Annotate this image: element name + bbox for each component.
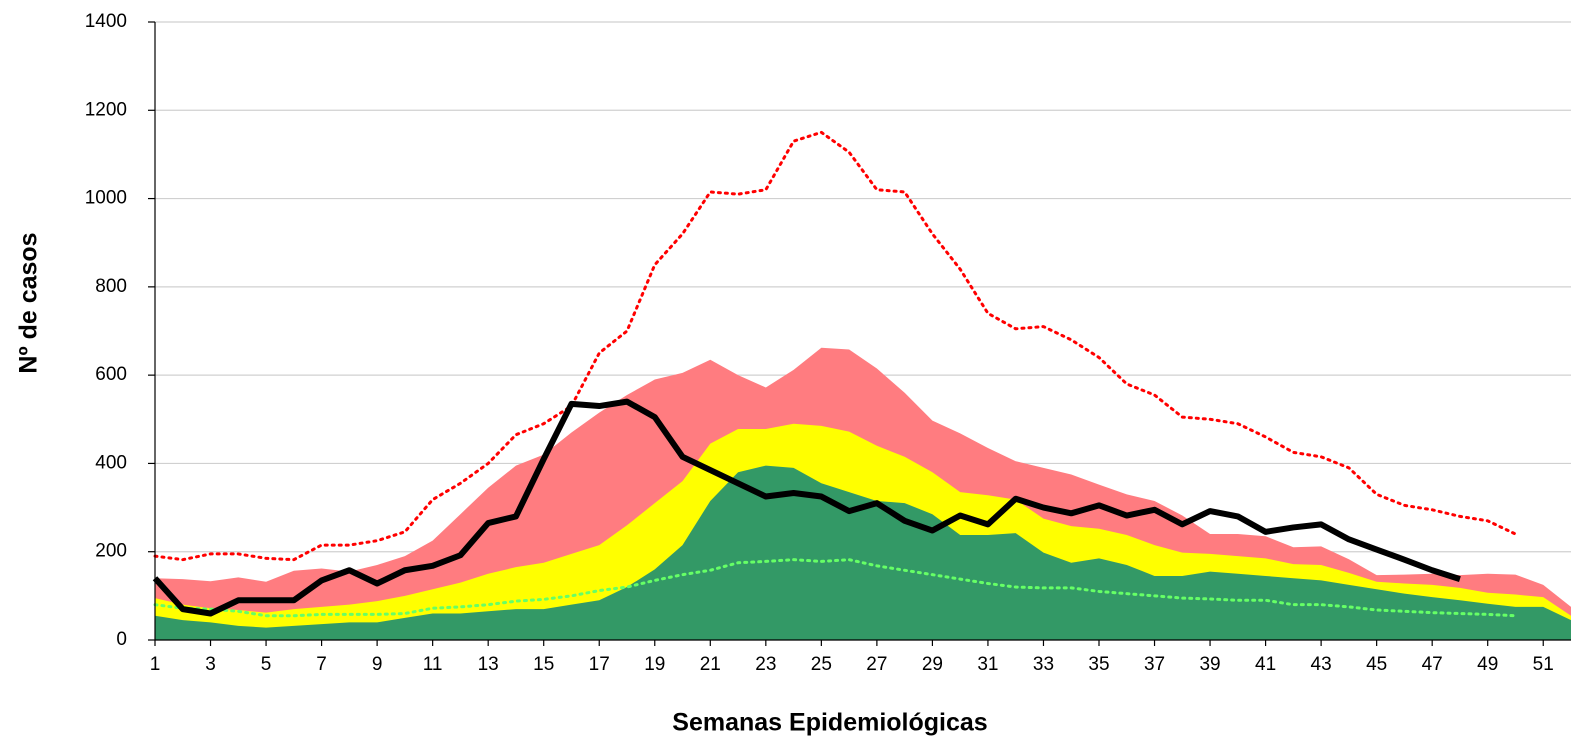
areas (155, 347, 1571, 640)
y-tick-label: 1000 (85, 188, 127, 209)
x-tick-label: 47 (1422, 654, 1443, 675)
y-tick-label: 200 (95, 541, 127, 562)
x-tick-label: 1 (150, 654, 161, 675)
x-tick-label: 19 (644, 654, 665, 675)
x-tick-label: 39 (1199, 654, 1220, 675)
x-tick-label: 43 (1311, 654, 1332, 675)
x-tick-label: 33 (1033, 654, 1054, 675)
x-tick-label: 9 (372, 654, 383, 675)
x-tick-label: 13 (478, 654, 499, 675)
x-tick-label: 29 (922, 654, 943, 675)
lines (152, 130, 1517, 618)
x-tick-label: 3 (205, 654, 216, 675)
x-tick-label: 17 (589, 654, 610, 675)
x-tick-label: 45 (1366, 654, 1387, 675)
x-tick-label: 41 (1255, 654, 1276, 675)
x-tick-label: 23 (755, 654, 776, 675)
x-tick-label: 31 (977, 654, 998, 675)
y-tick-label: 400 (95, 452, 127, 473)
line (153, 130, 1517, 562)
x-tick-label: 25 (811, 654, 832, 675)
y-tick-label: 800 (95, 276, 127, 297)
x-tick-label: 15 (533, 654, 554, 675)
x-tick-label: 35 (1088, 654, 1109, 675)
line (153, 558, 1517, 618)
x-axis-title: Semanas Epidemiológicas (672, 709, 987, 737)
area (155, 465, 1571, 640)
y-tick-label: 1400 (85, 11, 127, 32)
x-tick-label: 11 (423, 654, 443, 675)
x-tick-label: 27 (866, 654, 887, 675)
x-tick-label: 7 (316, 654, 327, 675)
line (152, 398, 1461, 617)
x-tick-label: 5 (261, 654, 272, 675)
x-tick-label: 49 (1477, 654, 1498, 675)
y-tick-label: 600 (95, 364, 127, 385)
y-tick-label: 1200 (85, 99, 127, 120)
y-axis-title: Nº de casos (15, 232, 43, 373)
y-tick-label: 0 (116, 629, 127, 650)
x-tick-label: 37 (1144, 654, 1165, 675)
x-tick-label: 21 (700, 654, 721, 675)
x-tick-label: 51 (1533, 654, 1554, 675)
